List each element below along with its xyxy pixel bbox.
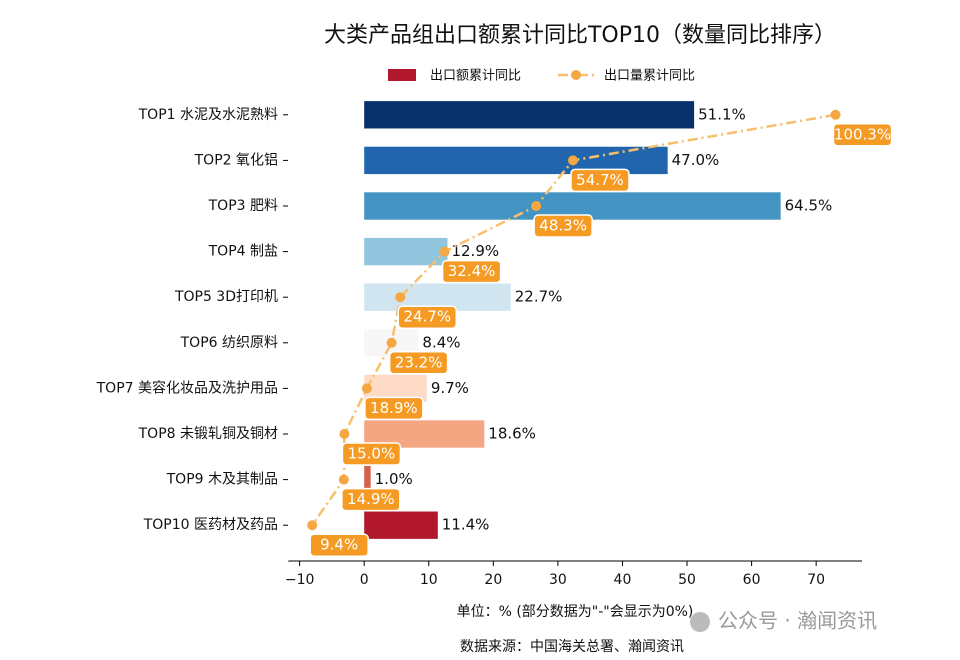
y-tick-label: TOP3 肥料 (208, 198, 278, 214)
bar (364, 101, 695, 129)
bar (364, 465, 371, 494)
line-marker (339, 429, 350, 439)
legend-label: 出口额累计同比 (430, 69, 521, 84)
note: 单位：% (部分数据为"-"会显示为0%) (457, 604, 694, 620)
bar-value-label: 47.0% (672, 151, 720, 169)
line-value-label: 14.9% (347, 490, 395, 508)
bar-value-label: 22.7% (515, 288, 563, 306)
line-marker (307, 520, 318, 531)
line-value-label: 23.2% (395, 353, 443, 371)
value-label-box (441, 259, 502, 284)
line-value-label: 9.4% (320, 536, 358, 554)
legend-swatch (571, 70, 581, 80)
note: 数据来源：中国海关总署、瀚闻资讯 (460, 639, 684, 655)
x-tick-label: 20 (484, 572, 502, 588)
line-marker (830, 109, 841, 120)
y-tick-label: TOP9 木及其制品 (166, 472, 278, 488)
watermark: 公众号 · 瀚闻资讯 (718, 609, 877, 633)
bar-value-label: 64.5% (785, 197, 833, 215)
x-tick-label: 40 (614, 572, 632, 588)
x-tick-label: 70 (807, 572, 825, 588)
bar (364, 237, 448, 266)
line-value-label: 54.7% (576, 171, 624, 189)
x-tick-label: 50 (678, 572, 696, 588)
bar-value-label: 1.0% (375, 470, 413, 488)
x-tick-label: 10 (420, 572, 438, 588)
y-tick-label: TOP8 未锻轧铜及铜材 (138, 426, 278, 442)
line-value-label: 48.3% (539, 217, 587, 235)
bar-value-label: 8.4% (422, 333, 460, 351)
x-tick-label: 0 (360, 572, 369, 588)
line-value-label: 18.9% (370, 399, 418, 417)
value-label-box (309, 533, 369, 557)
bar-value-label: 18.6% (488, 425, 536, 443)
line-value-label: 24.7% (403, 308, 451, 326)
watermark-icon (690, 612, 710, 632)
bar-value-label: 51.1% (698, 105, 746, 123)
line-value-label: 32.4% (448, 262, 496, 280)
value-label-box (364, 396, 424, 421)
y-tick-label: TOP7 美容化妆品及洗护用品 (96, 379, 278, 396)
line-marker (395, 292, 406, 303)
legend-label: 出口量累计同比 (604, 69, 695, 84)
chart-title: 大类产品组出口额累计同比TOP10（数量同比排序） (324, 23, 836, 48)
y-tick-label: TOP5 3D打印机 (174, 288, 278, 305)
value-label-box (832, 123, 893, 147)
line-value-label: 15.0% (348, 445, 396, 463)
y-tick-label: TOP4 制盐 (208, 244, 278, 260)
y-tick-label: TOP1 水泥及水泥熟料 (138, 107, 278, 123)
line-value-label: 100.3% (834, 125, 891, 143)
line-marker (386, 337, 397, 348)
line-marker (361, 383, 372, 394)
value-label-box (341, 442, 402, 466)
value-label-box (397, 305, 458, 329)
bar-value-label: 12.9% (451, 242, 499, 260)
x-tick-label: −10 (285, 572, 315, 588)
line-marker (567, 155, 578, 166)
y-tick-label: TOP10 医药材及药品 (143, 517, 278, 533)
bar-value-label: 9.7% (431, 379, 469, 397)
bar-value-label: 11.4% (442, 516, 490, 534)
x-tick-label: 30 (549, 572, 567, 588)
value-label-box (570, 168, 630, 193)
line-marker (439, 246, 450, 257)
y-tick-label: TOP6 纺织原料 (180, 335, 278, 351)
line-marker (338, 474, 349, 485)
value-label-box (533, 214, 593, 238)
line-marker (531, 201, 542, 211)
bar (364, 511, 438, 539)
value-label-box (388, 351, 449, 375)
legend-swatch (388, 69, 416, 81)
y-tick-label: TOP2 氧化铝 (194, 152, 278, 168)
x-tick-label: 60 (743, 572, 761, 588)
value-label-box (341, 487, 401, 512)
